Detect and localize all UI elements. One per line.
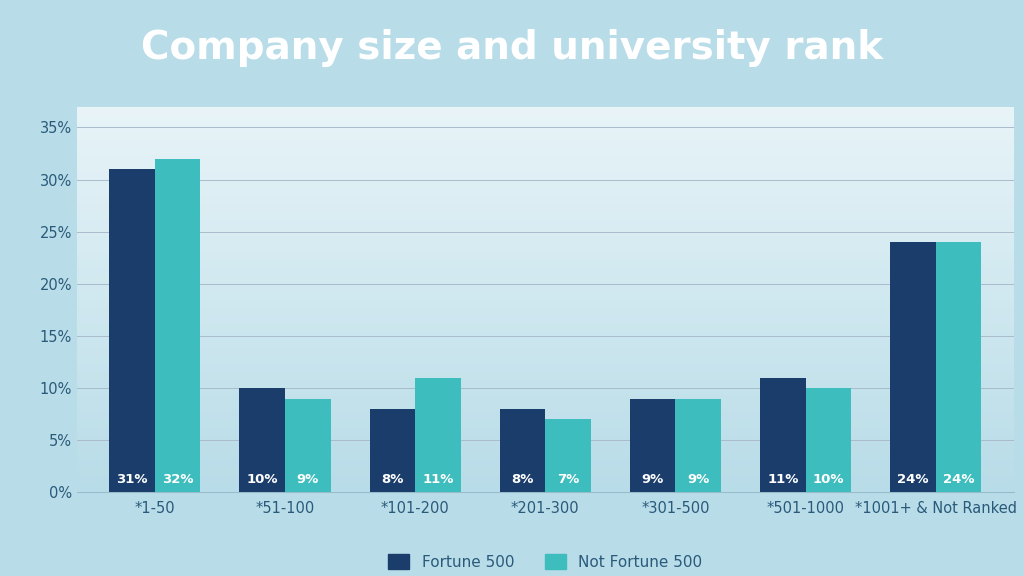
Bar [936, 242, 981, 492]
Bar [110, 169, 155, 492]
Text: 9%: 9% [641, 473, 664, 486]
Text: 8%: 8% [511, 473, 534, 486]
Text: 11%: 11% [422, 473, 454, 486]
Text: 7%: 7% [557, 473, 580, 486]
Bar [630, 399, 676, 492]
Bar [415, 378, 461, 492]
Bar [676, 399, 721, 492]
Text: Company size and university rank: Company size and university rank [141, 29, 883, 66]
Text: 9%: 9% [297, 473, 318, 486]
Text: 10%: 10% [247, 473, 278, 486]
Bar [155, 159, 201, 492]
Text: 32%: 32% [162, 473, 194, 486]
Text: 24%: 24% [897, 473, 929, 486]
Bar [240, 388, 285, 492]
Text: 9%: 9% [687, 473, 710, 486]
Bar [370, 409, 415, 492]
Text: 8%: 8% [381, 473, 403, 486]
Bar [500, 409, 546, 492]
Text: 11%: 11% [767, 473, 799, 486]
Bar [760, 378, 806, 492]
Text: 10%: 10% [813, 473, 844, 486]
Legend: Fortune 500, Not Fortune 500: Fortune 500, Not Fortune 500 [388, 554, 702, 570]
Bar [546, 419, 591, 492]
Text: 24%: 24% [943, 473, 974, 486]
Bar [285, 399, 331, 492]
Text: 31%: 31% [117, 473, 147, 486]
Bar [806, 388, 851, 492]
Bar [890, 242, 936, 492]
